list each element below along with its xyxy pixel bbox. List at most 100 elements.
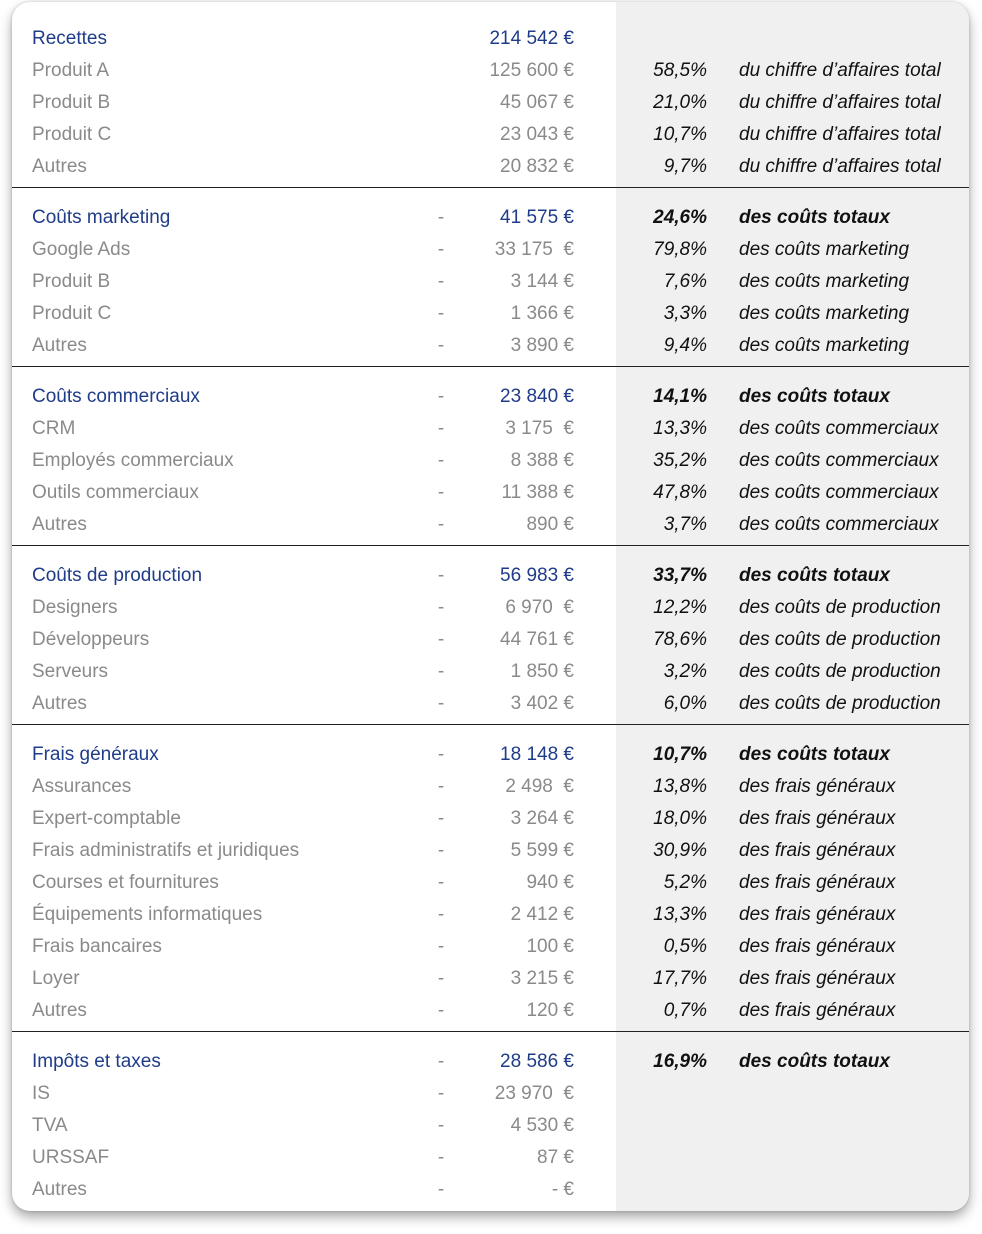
row-percent: 10,7% [653, 124, 707, 145]
row-label: Produit A [32, 60, 110, 81]
row-percent-description: des frais généraux [739, 808, 896, 829]
minus-sign: - [437, 776, 445, 797]
section-title: Recettes [32, 28, 107, 49]
table-row: Outils commerciaux - 11 388 € 47,8% des coût… [12, 477, 969, 509]
minus-sign: - [437, 936, 445, 957]
row-percent: 3,7% [663, 514, 707, 535]
row-percent-description: des frais généraux [739, 840, 896, 861]
row-percent: 5,2% [663, 872, 707, 893]
row-amount: 33 175 € [494, 239, 574, 260]
row-percent: 6,0% [663, 693, 707, 714]
row-amount: 8 388 € [510, 450, 574, 471]
table-row: Développeurs - 44 761 € 78,6% des coûts de p… [12, 624, 969, 656]
section-header-row: Impôts et taxes - 28 586 € 16,9% des coûts t… [12, 1046, 969, 1078]
minus-sign: - [437, 335, 445, 356]
percentage-column-panel [616, 2, 969, 1211]
row-label: Frais bancaires [32, 936, 162, 957]
minus-sign: - [437, 239, 445, 260]
section-divider [12, 366, 969, 367]
row-percent: 13,3% [653, 418, 707, 439]
table-row: Équipements informatiques - 2 412 € 13,3% de… [12, 899, 969, 931]
section-share-percent: 24,6% [653, 207, 707, 228]
minus-sign: - [437, 482, 445, 503]
table-row: Autres - 120 € 0,7% des frais généraux [12, 995, 969, 1027]
section-share-percent: 10,7% [653, 744, 707, 765]
row-amount: 3 144 € [510, 271, 574, 292]
row-amount: 890 € [526, 514, 574, 535]
row-amount: 3 175 € [505, 418, 574, 439]
section-total-amount: 18 148 € [500, 744, 574, 765]
table-row: Courses et fournitures - 940 € 5,2% des frai… [12, 867, 969, 899]
section-header-row: Frais généraux - 18 148 € 10,7% des coûts to… [12, 739, 969, 771]
row-percent-description: des coûts marketing [739, 303, 910, 324]
section-header-row: Coûts marketing - 41 575 € 24,6% des coûts t… [12, 202, 969, 234]
section-header-row: Coûts commerciaux - 23 840 € 14,1% des coûts… [12, 381, 969, 413]
row-percent-description: des coûts commerciaux [739, 514, 939, 535]
row-amount: 1 850 € [510, 661, 574, 682]
minus-sign: - [437, 1083, 445, 1104]
table-row: Employés commerciaux - 8 388 € 35,2% des coû… [12, 445, 969, 477]
minus-sign: - [437, 629, 445, 650]
minus-sign: - [437, 514, 445, 535]
row-percent-description: des frais généraux [739, 872, 896, 893]
section-title: Impôts et taxes [32, 1051, 161, 1072]
minus-sign: - [437, 744, 445, 765]
row-percent-description: des coûts de production [739, 661, 941, 682]
table-row: Autres - - € [12, 1174, 969, 1206]
table-row: Assurances - 2 498 € 13,8% des frais générau… [12, 771, 969, 803]
table-row: Expert-comptable - 3 264 € 18,0% des frais g… [12, 803, 969, 835]
row-label: Produit C [32, 303, 112, 324]
row-percent-description: des frais généraux [739, 968, 896, 989]
row-percent-description: du chiffre d’affaires total [739, 156, 941, 177]
row-label: Loyer [32, 968, 80, 989]
row-amount: 940 € [526, 872, 574, 893]
table-row: Produit C - 1 366 € 3,3% des coûts marketing [12, 298, 969, 330]
row-percent: 3,3% [663, 303, 707, 324]
row-label: Équipements informatiques [32, 904, 263, 925]
row-percent: 35,2% [653, 450, 707, 471]
section-share-description: des coûts totaux [739, 744, 890, 765]
section-share-description: des coûts totaux [739, 207, 890, 228]
row-label: Produit B [32, 271, 111, 292]
row-amount: 11 388 € [501, 482, 574, 503]
section-share-description: des coûts totaux [739, 1051, 890, 1072]
minus-sign: - [437, 872, 445, 893]
row-label: Produit C [32, 124, 112, 145]
minus-sign: - [437, 450, 445, 471]
section-title: Coûts commerciaux [32, 386, 200, 407]
row-percent-description: du chiffre d’affaires total [739, 124, 941, 145]
section-divider [12, 724, 969, 725]
row-label: Employés commerciaux [32, 450, 234, 471]
row-percent-description: des coûts de production [739, 693, 941, 714]
row-label: CRM [32, 418, 76, 439]
table-row: Designers - 6 970 € 12,2% des coûts de produ… [12, 592, 969, 624]
row-amount: 120 € [526, 1000, 574, 1021]
row-amount: 1 366 € [510, 303, 574, 324]
row-percent-description: des coûts marketing [739, 239, 910, 260]
row-amount: 4 530 € [510, 1115, 574, 1136]
section-share-description: des coûts totaux [739, 386, 890, 407]
section-divider [12, 1031, 969, 1032]
row-percent: 18,0% [653, 808, 707, 829]
minus-sign: - [437, 661, 445, 682]
table-row: URSSAF - 87 € [12, 1142, 969, 1174]
table-row: Produit B - 3 144 € 7,6% des coûts marketing [12, 266, 969, 298]
section-share-percent: 14,1% [653, 386, 707, 407]
minus-sign: - [437, 418, 445, 439]
row-percent: 13,3% [653, 904, 707, 925]
row-percent-description: des frais généraux [739, 904, 896, 925]
minus-sign: - [437, 271, 445, 292]
row-amount: 3 264 € [510, 808, 574, 829]
row-label: Développeurs [32, 629, 150, 650]
section-share-description: des coûts totaux [739, 565, 890, 586]
row-percent: 79,8% [653, 239, 707, 260]
row-amount: 125 600 € [489, 60, 574, 81]
row-percent-description: des coûts de production [739, 597, 941, 618]
row-label: TVA [32, 1115, 68, 1136]
table-row: Autres - 890 € 3,7% des coûts commerciaux [12, 509, 969, 541]
table-row: Frais bancaires - 100 € 0,5% des frais génér… [12, 931, 969, 963]
row-label: Autres [32, 1000, 87, 1021]
table-row: Produit C 23 043 € 10,7% du chiffre d’affai… [12, 119, 969, 151]
row-label: Frais administratifs et juridiques [32, 840, 300, 861]
row-amount: 87 € [537, 1147, 574, 1168]
